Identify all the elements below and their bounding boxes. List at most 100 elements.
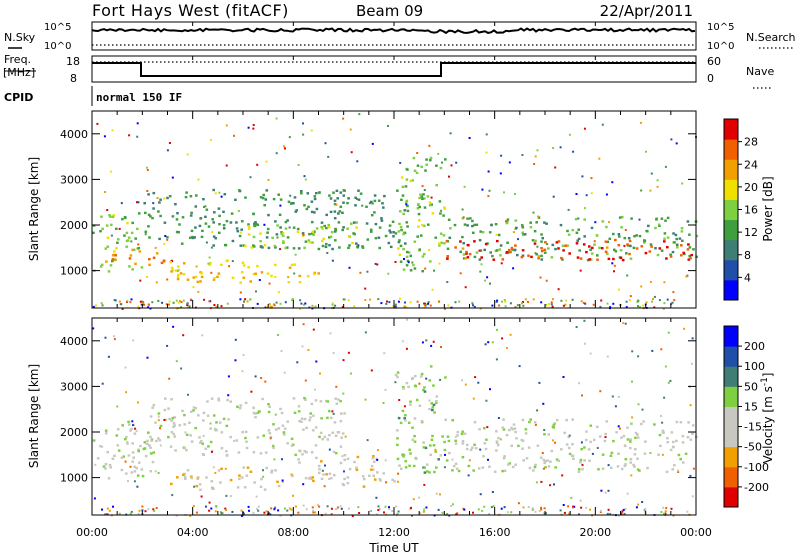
data-cell-band-2: [373, 194, 377, 197]
data-cell-band-5: [454, 439, 457, 442]
data-cell-band-5: [543, 460, 547, 463]
data-cell-band-2: [274, 246, 277, 249]
data-cell-band-3: [274, 263, 277, 267]
data-cell-band-6: [656, 253, 660, 257]
noise-cell: [479, 493, 482, 496]
data-cell-band-7: [607, 257, 611, 261]
ground-cell: [644, 508, 647, 511]
noise-cell: [593, 240, 596, 243]
data-cell-band-0: [100, 263, 104, 266]
data-cell-band-5: [397, 230, 401, 233]
noise-cell: [399, 161, 402, 164]
data-cell-band-4: [320, 226, 323, 229]
ground-cell: [147, 508, 150, 511]
data-cell-band-2: [378, 246, 381, 250]
data-cell-band-7: [521, 249, 525, 252]
data-cell-band-2: [262, 193, 265, 197]
data-cell-band-3: [333, 474, 336, 477]
data-cell-band-2: [313, 197, 317, 201]
ground-cell: [500, 507, 503, 510]
data-cell-band-6: [674, 233, 678, 237]
data-cell-band-6: [516, 253, 519, 257]
ground-cell: [126, 300, 129, 303]
data-cell-band-4: [404, 460, 408, 463]
data-cell-band-4: [407, 385, 410, 389]
noise-cell: [247, 126, 250, 129]
data-cell-band-1: [199, 441, 202, 444]
data-cell-band-2: [383, 194, 386, 198]
data-cell-band-4: [402, 455, 405, 458]
data-cell-band-5: [528, 466, 532, 470]
data-cell-band-2: [183, 475, 187, 479]
data-cell-band-5: [442, 234, 446, 237]
noise-cell: [613, 264, 616, 267]
noise-cell: [265, 160, 268, 163]
power-colorbar-label: Power [dB]: [761, 176, 775, 241]
data-cell-band-4: [415, 398, 419, 402]
data-cell-band-2: [191, 236, 195, 240]
data-cell-band-7: [505, 251, 509, 254]
data-cell-band-5: [511, 428, 514, 431]
data-cell-band-4: [346, 227, 349, 230]
data-cell-band-5: [399, 260, 403, 263]
ground-cell: [343, 298, 346, 301]
data-cell-band-5: [589, 424, 593, 427]
noise-cell: [660, 348, 663, 351]
data-cell-band-1: [167, 435, 170, 439]
data-cell-band-5: [580, 447, 583, 451]
ground-cell: [304, 302, 307, 305]
data-cell-band-2: [329, 210, 333, 214]
data-cell-band-6: [534, 239, 537, 242]
noise-cell: [640, 285, 643, 288]
ground-cell: [572, 505, 575, 508]
ground-cell: [220, 512, 223, 515]
data-cell-band-2: [294, 210, 298, 213]
data-cell-band-4: [432, 403, 436, 407]
data-cell-band-4: [250, 246, 254, 249]
ground-cell: [189, 298, 192, 301]
data-cell-band-6: [540, 254, 543, 258]
data-cell-band-6: [629, 257, 633, 260]
noise-cell: [583, 207, 586, 210]
noise-cell: [350, 372, 352, 375]
noise-tick-bottom-right: 10^0: [707, 41, 734, 52]
noise-cell: [113, 335, 116, 338]
ground-cell: [422, 510, 425, 513]
data-cell-band-4: [415, 457, 418, 460]
ground-cell: [419, 512, 422, 514]
ground-cell: [429, 304, 432, 307]
ground-cell: [330, 507, 333, 510]
ground-cell: [600, 509, 602, 512]
ground-cell: [663, 512, 665, 515]
noise-cell: [584, 342, 586, 345]
data-cell-band-2: [259, 196, 263, 199]
data-cell-band-7: [588, 245, 591, 248]
data-cell-band-7: [619, 256, 623, 259]
noise-cell: [656, 185, 659, 188]
ground-cell: [538, 509, 541, 512]
noise-cell: [326, 252, 329, 254]
data-cell-band-5: [512, 423, 516, 426]
data-cell-band-4: [431, 408, 434, 412]
noise-cell: [159, 444, 162, 447]
data-cell-band-0: [152, 451, 156, 454]
noise-cell: [596, 447, 599, 449]
noise-cell: [567, 208, 570, 211]
data-cell-band-3: [317, 471, 321, 475]
ground-cell: [424, 302, 427, 305]
data-cell-band-5: [632, 463, 635, 467]
data-cell-band-1: [131, 248, 134, 252]
data-cell-band-1: [222, 417, 226, 421]
data-cell-band-4: [437, 458, 440, 461]
data-cell-band-5: [577, 470, 581, 473]
data-cell-band-4: [408, 464, 411, 467]
data-cell-band-5: [666, 441, 669, 444]
ytick-label: 3000: [60, 380, 88, 393]
data-cell-band-2: [158, 237, 161, 241]
noise-cell: [488, 189, 491, 192]
noise-cell: [660, 415, 662, 417]
nsky-trace: [91, 27, 696, 35]
data-cell-band-3: [194, 275, 198, 279]
data-cell-band-6: [550, 256, 554, 259]
